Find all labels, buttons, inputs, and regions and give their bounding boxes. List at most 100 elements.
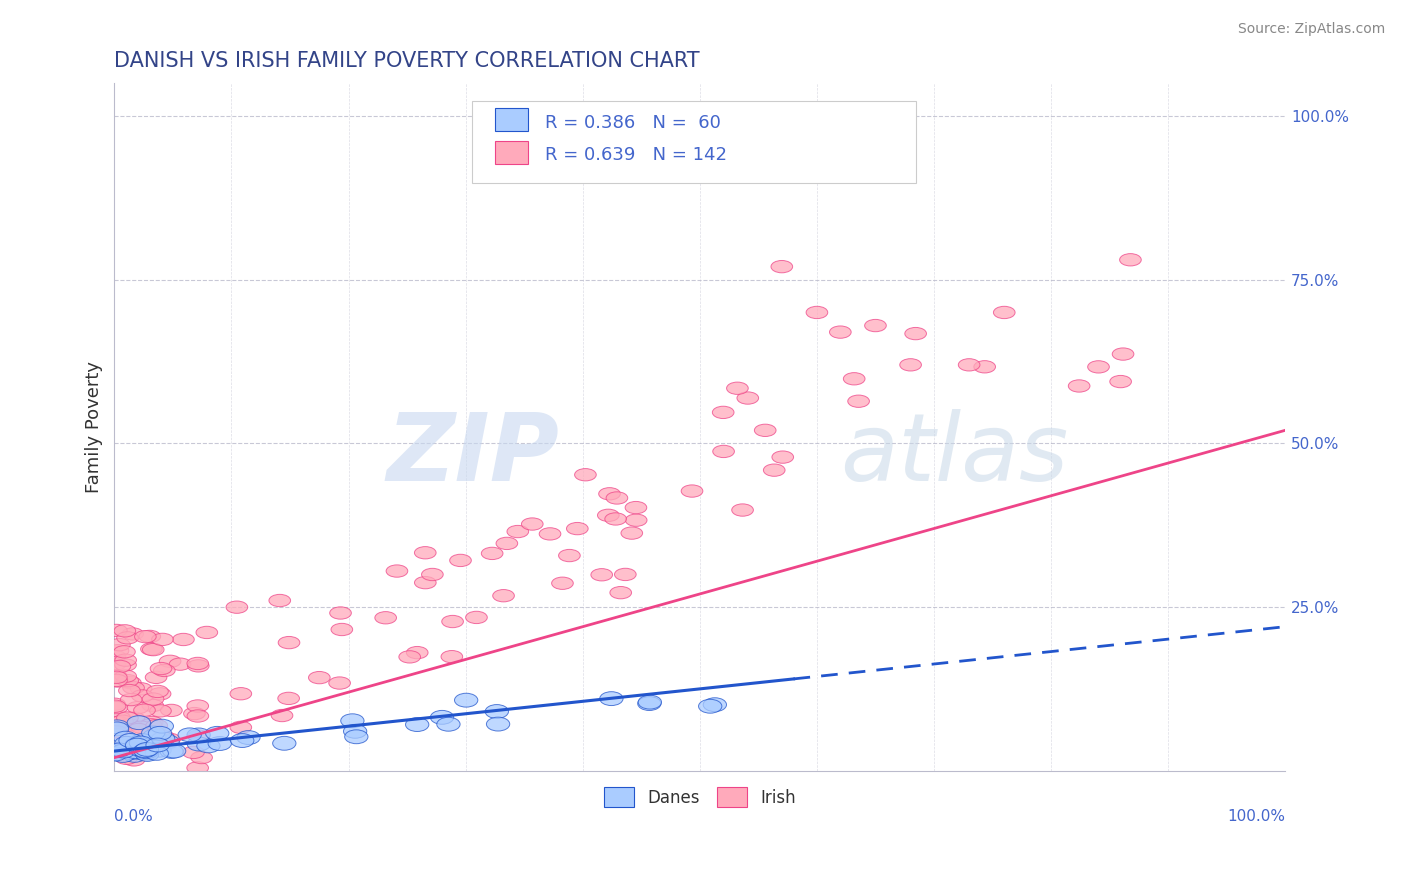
Ellipse shape [399,650,420,663]
Ellipse shape [974,360,995,373]
Text: R = 0.639   N = 142: R = 0.639 N = 142 [546,145,727,164]
Ellipse shape [142,693,165,706]
Ellipse shape [598,509,619,522]
Ellipse shape [122,748,146,763]
Ellipse shape [135,747,159,762]
Ellipse shape [205,726,229,740]
Ellipse shape [122,628,143,640]
Ellipse shape [114,646,135,658]
Ellipse shape [108,712,131,724]
Ellipse shape [638,697,661,711]
Ellipse shape [406,647,427,659]
Ellipse shape [104,658,125,671]
Ellipse shape [188,730,209,742]
Ellipse shape [114,731,136,745]
Ellipse shape [703,698,727,712]
Ellipse shape [626,501,647,514]
Ellipse shape [271,709,292,722]
Ellipse shape [184,707,205,720]
Ellipse shape [108,743,131,757]
Ellipse shape [994,306,1015,318]
Ellipse shape [141,643,162,656]
Text: Source: ZipAtlas.com: Source: ZipAtlas.com [1237,22,1385,37]
Ellipse shape [127,715,150,730]
Ellipse shape [575,468,596,481]
Ellipse shape [197,739,221,753]
Ellipse shape [111,748,135,763]
Ellipse shape [830,326,851,338]
Ellipse shape [115,752,138,764]
Ellipse shape [105,671,127,683]
Ellipse shape [105,624,127,637]
Ellipse shape [187,660,209,672]
Ellipse shape [128,723,149,736]
Ellipse shape [522,518,543,530]
Ellipse shape [415,576,436,589]
Ellipse shape [169,658,191,670]
Ellipse shape [681,485,703,497]
Ellipse shape [465,611,488,624]
Ellipse shape [135,742,159,756]
Ellipse shape [121,693,142,706]
Ellipse shape [308,672,330,684]
Ellipse shape [538,528,561,540]
Ellipse shape [156,735,179,748]
Ellipse shape [731,504,754,516]
Ellipse shape [160,745,183,758]
Ellipse shape [110,716,131,729]
Ellipse shape [231,722,252,733]
Ellipse shape [187,710,208,723]
Ellipse shape [149,726,172,740]
FancyBboxPatch shape [471,101,917,183]
Ellipse shape [105,744,128,758]
Ellipse shape [600,691,623,706]
Ellipse shape [422,568,443,581]
Ellipse shape [115,654,136,666]
Ellipse shape [135,631,156,643]
Ellipse shape [713,445,734,458]
Ellipse shape [278,637,299,648]
Ellipse shape [115,737,138,750]
Ellipse shape [149,688,172,700]
Ellipse shape [145,671,167,683]
Ellipse shape [713,406,734,418]
Ellipse shape [114,624,135,637]
Ellipse shape [105,670,127,682]
Ellipse shape [269,594,291,607]
Ellipse shape [450,554,471,566]
Ellipse shape [135,745,157,759]
Ellipse shape [112,744,135,758]
Ellipse shape [120,676,141,689]
Ellipse shape [127,701,149,714]
Ellipse shape [152,731,174,746]
Ellipse shape [621,527,643,540]
Ellipse shape [160,705,183,716]
FancyBboxPatch shape [495,108,527,131]
Text: 100.0%: 100.0% [1227,808,1285,823]
Ellipse shape [117,712,138,724]
Ellipse shape [179,728,201,742]
Ellipse shape [737,392,759,404]
Ellipse shape [405,718,429,731]
Ellipse shape [129,736,152,750]
Ellipse shape [273,737,297,750]
Ellipse shape [142,643,165,656]
Ellipse shape [134,744,156,757]
Ellipse shape [231,688,252,700]
Ellipse shape [120,746,143,759]
Ellipse shape [610,586,631,599]
Ellipse shape [107,675,128,687]
Ellipse shape [129,742,152,756]
Ellipse shape [481,547,503,559]
Ellipse shape [441,650,463,663]
Ellipse shape [900,359,921,371]
Ellipse shape [187,728,211,742]
Ellipse shape [173,633,194,646]
Ellipse shape [141,719,162,731]
Ellipse shape [1088,360,1109,373]
Ellipse shape [107,645,129,657]
Ellipse shape [115,670,136,682]
Ellipse shape [844,373,865,385]
Ellipse shape [105,701,128,714]
Ellipse shape [387,565,408,577]
